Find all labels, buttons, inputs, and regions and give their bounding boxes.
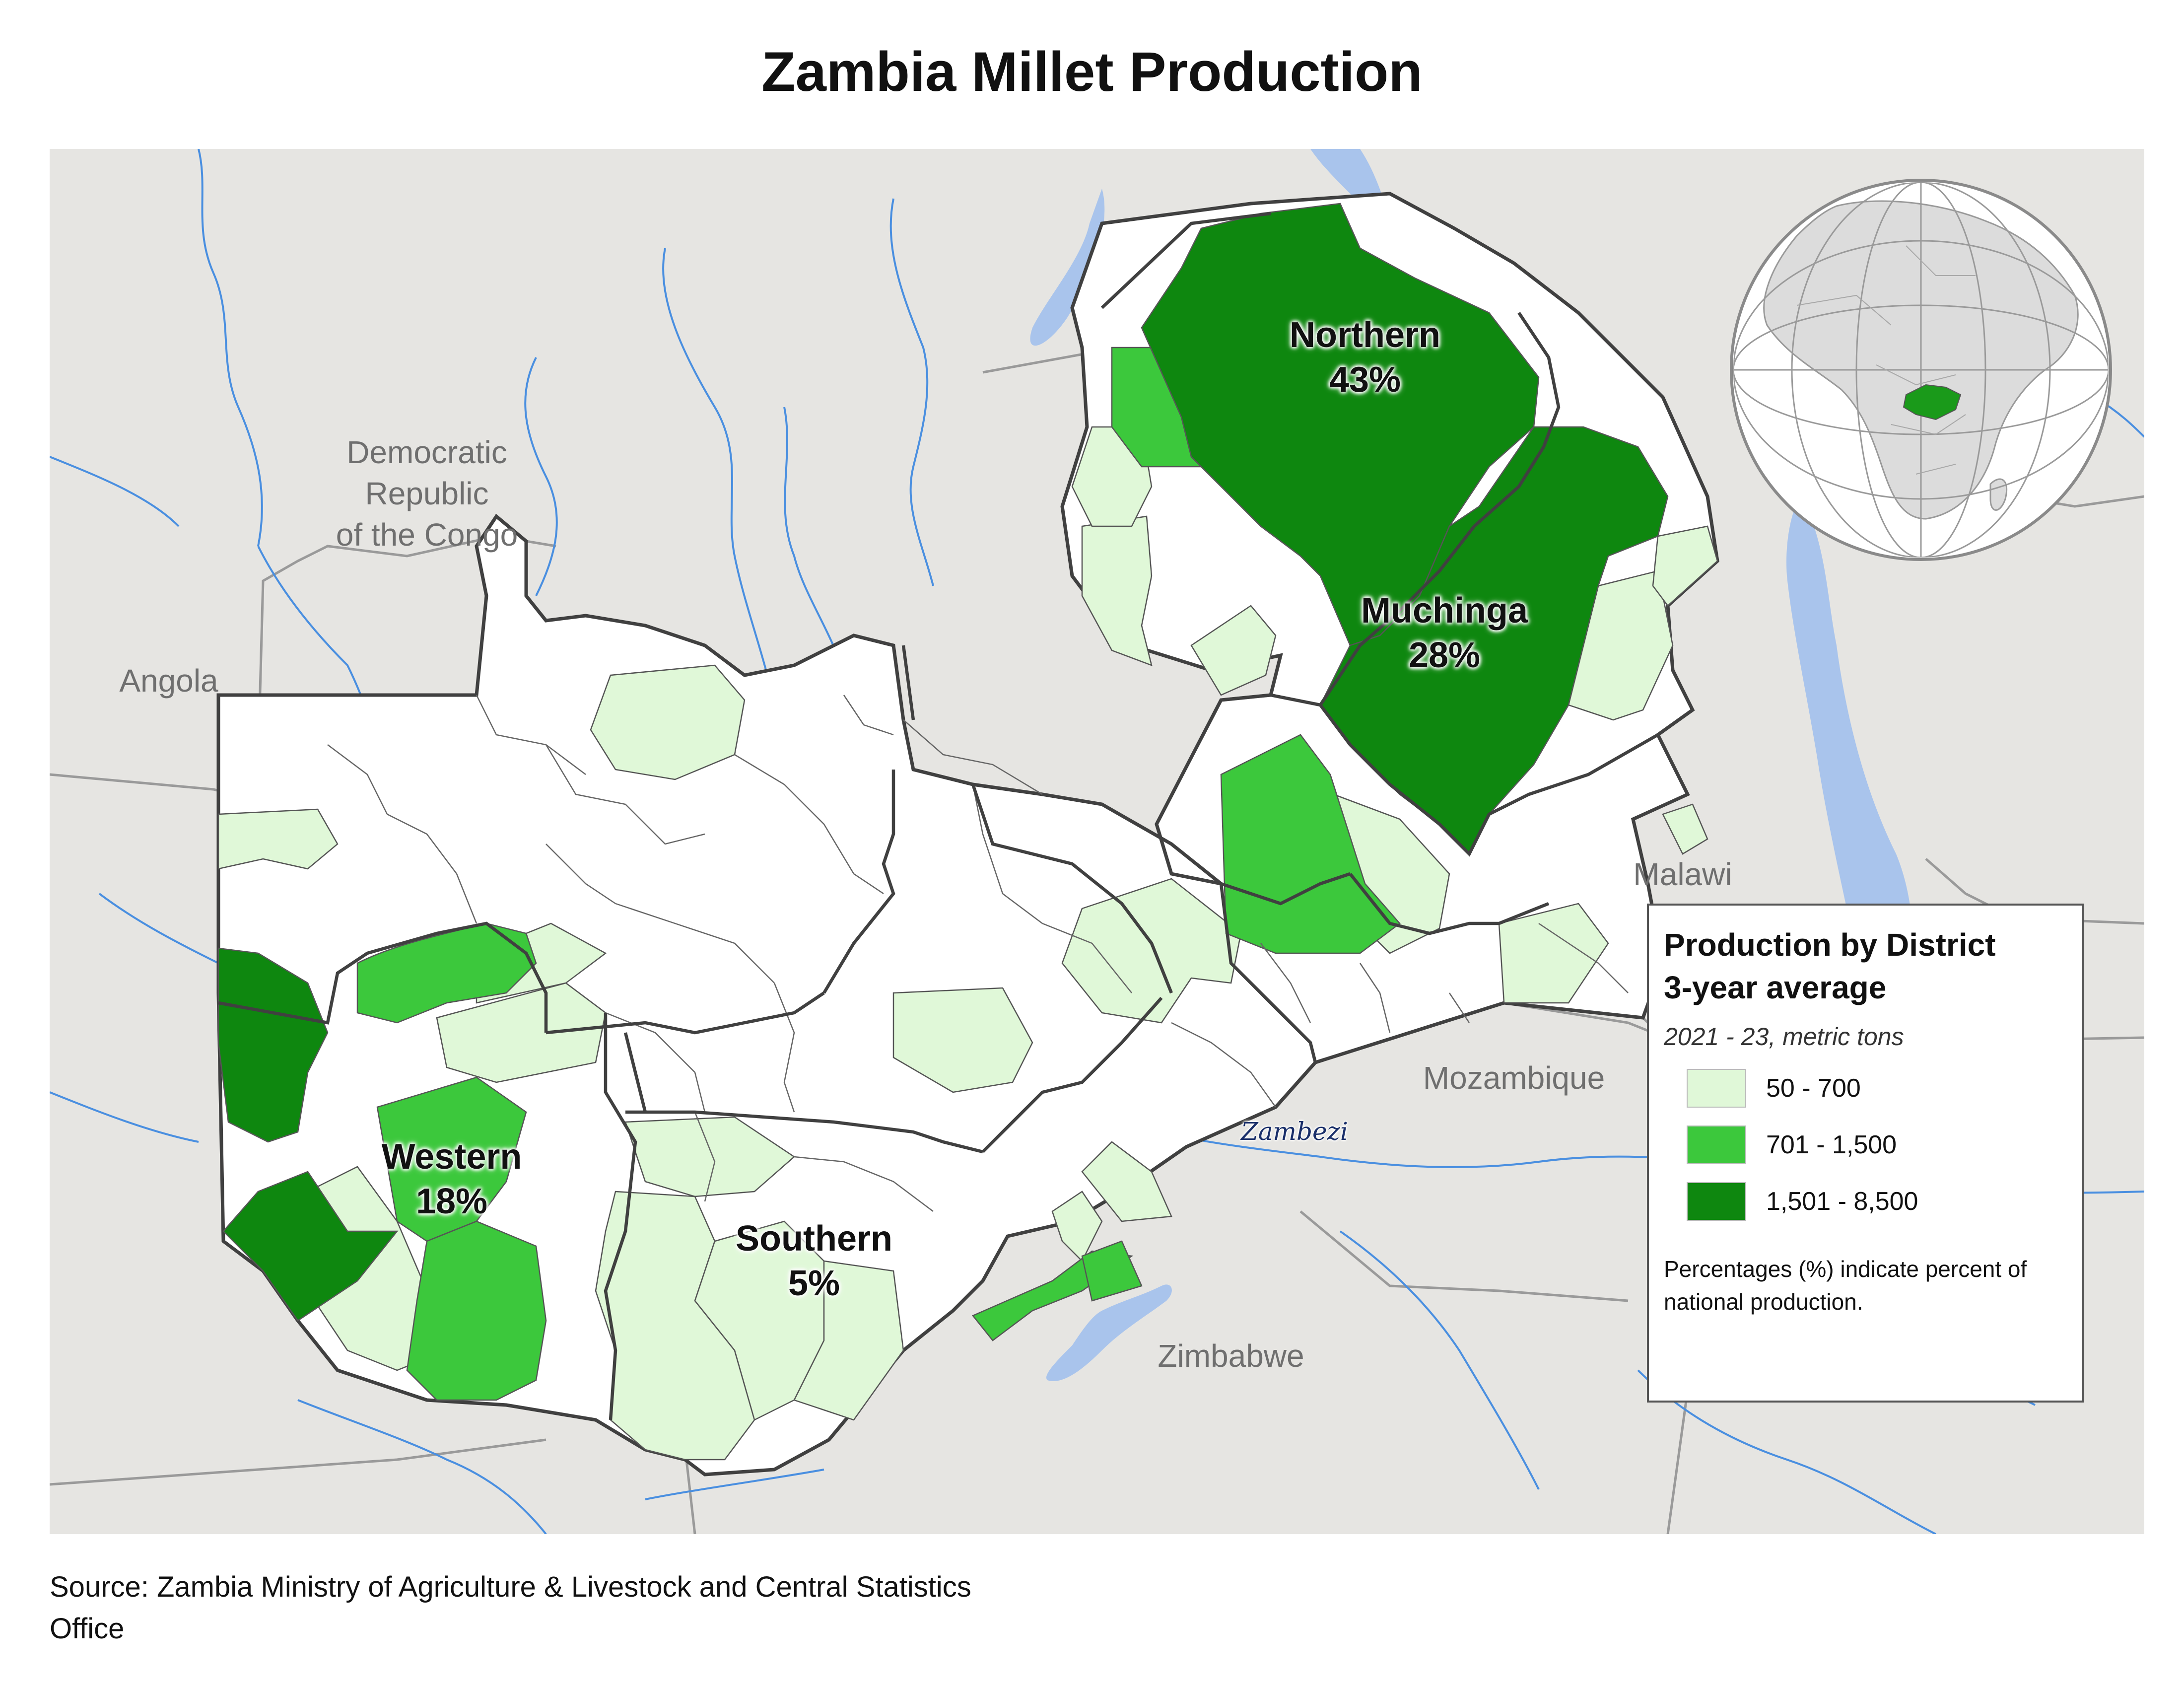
- lake-tanganyika: [1030, 189, 1105, 346]
- province-name: Western: [381, 1137, 522, 1177]
- map-canvas: [50, 149, 2144, 1534]
- legend-item-high: 1,501 - 8,500: [1664, 1182, 2067, 1221]
- legend-item-mid: 701 - 1,500: [1664, 1125, 2067, 1164]
- province-borders: [218, 211, 1659, 1420]
- province-name: Northern: [1290, 315, 1440, 355]
- legend-swatch: [1687, 1182, 1746, 1221]
- province-share: 28%: [1408, 635, 1481, 675]
- source-note: Source: Zambia Ministry of Agriculture &…: [50, 1571, 971, 1645]
- province-share: 43%: [1329, 360, 1401, 400]
- country-label-drc: Democratic Republic of the Congo: [336, 434, 518, 553]
- province-name: Southern: [736, 1219, 892, 1259]
- lake-malawi: [1786, 496, 1913, 1027]
- legend-label: 50 - 700: [1766, 1073, 1861, 1103]
- province-label-muchinga: Muchinga 28%: [1320, 588, 1569, 678]
- province-share: 18%: [415, 1182, 488, 1221]
- legend-title-line1: Production by District: [1664, 927, 1996, 963]
- legend-title-line2: 3-year average: [1664, 970, 1887, 1006]
- country-label-zimbabwe: Zimbabwe: [1158, 1338, 1304, 1374]
- river-label-zambezi: Zambezi: [1241, 1117, 1348, 1146]
- province-label-northern: Northern 43%: [1241, 313, 1489, 402]
- country-label-angola: Angola: [119, 663, 218, 699]
- legend-label: 1,501 - 8,500: [1766, 1187, 1918, 1216]
- province-share: 5%: [788, 1264, 840, 1303]
- legend-label: 701 - 1,500: [1766, 1130, 1897, 1159]
- country-label-mozambique: Mozambique: [1423, 1060, 1605, 1096]
- class-high-districts: [217, 203, 1669, 1322]
- legend-note: Percentages (%) indicate percent of nati…: [1664, 1256, 2027, 1315]
- map-title: Zambia Millet Production: [761, 41, 1423, 103]
- legend-swatch: [1687, 1068, 1746, 1108]
- map-legend: Production by District 3-year average 20…: [1647, 904, 2084, 1403]
- class-low-districts: [217, 426, 1718, 1461]
- province-label-southern: Southern 5%: [690, 1216, 938, 1306]
- locator-globe: [1730, 179, 2112, 561]
- lake-kariba: [1046, 1284, 1172, 1381]
- legend-swatch: [1687, 1125, 1746, 1164]
- province-name: Muchinga: [1361, 591, 1528, 631]
- country-label-malawi: Malawi: [1633, 856, 1732, 892]
- zambia-highlight: [1903, 384, 1962, 421]
- province-label-western: Western 18%: [328, 1134, 576, 1224]
- legend-title: Production by District 3-year average: [1664, 923, 2067, 1009]
- legend-item-low: 50 - 700: [1664, 1068, 2067, 1108]
- legend-subtitle: 2021 - 23, metric tons: [1664, 1022, 1904, 1051]
